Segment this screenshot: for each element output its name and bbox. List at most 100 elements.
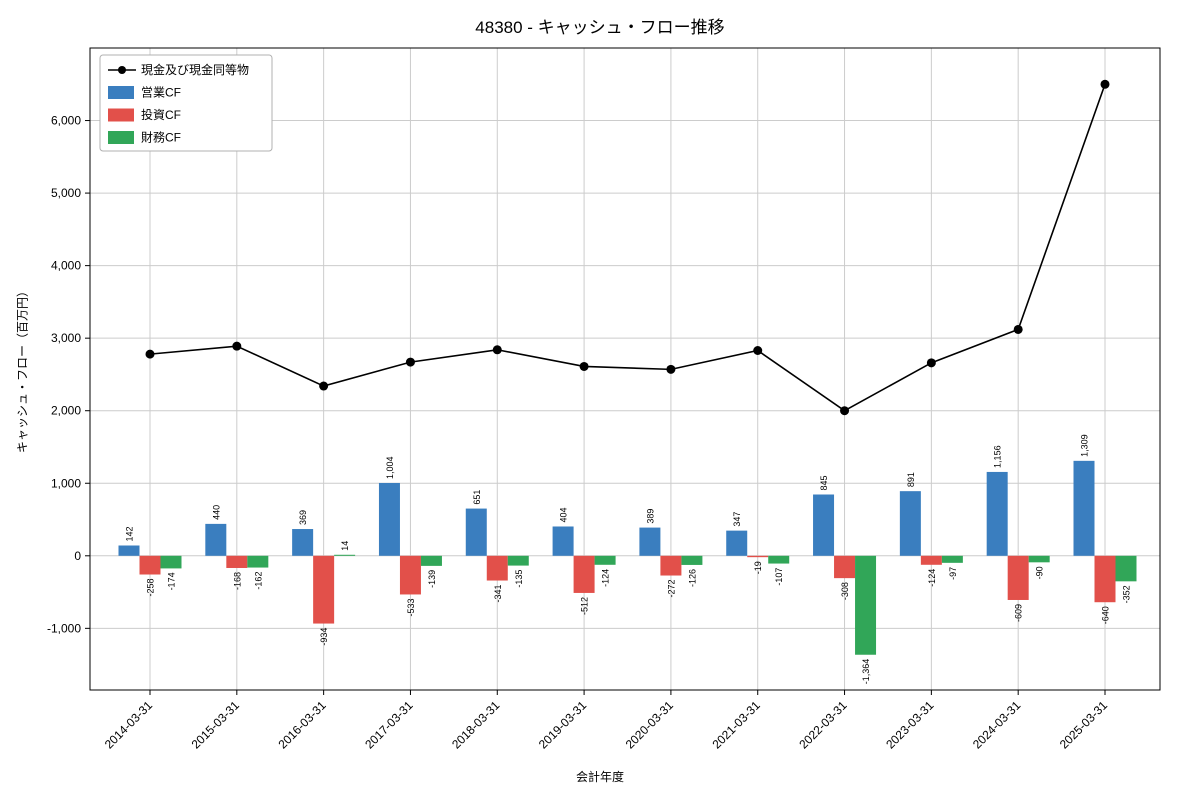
y-tick-label: 6,000 [51, 114, 81, 128]
x-tick-label: 2020-03-31 [623, 698, 677, 752]
bar [1094, 555, 1116, 603]
y-tick-label: 3,000 [51, 331, 81, 345]
legend-label: 営業CF [141, 86, 181, 100]
bar-value-label: 845 [819, 475, 829, 490]
line-marker [840, 406, 850, 416]
x-tick-label: 2015-03-31 [189, 698, 243, 752]
bar-value-label: -609 [1014, 604, 1024, 622]
bar-value-label: -135 [514, 570, 524, 588]
line-marker [319, 381, 329, 391]
bar-value-label: 440 [211, 505, 221, 520]
legend-swatch [108, 131, 134, 144]
x-tick-label: 2022-03-31 [796, 698, 850, 752]
bar-value-label: -162 [253, 572, 263, 590]
bar-value-label: -124 [601, 569, 611, 587]
x-tick-label: 2024-03-31 [970, 698, 1024, 752]
y-tick-label: 4,000 [51, 259, 81, 273]
bar [726, 530, 748, 556]
legend-item-0: 現金及び現金同等物 [108, 62, 249, 77]
line-marker [1100, 79, 1110, 89]
bar-value-label: -512 [580, 597, 590, 615]
line-marker [492, 345, 502, 355]
line-marker [579, 361, 589, 371]
y-tick-label: 1,000 [51, 476, 81, 490]
chart-title: 48380 - キャッシュ・フロー推移 [475, 18, 725, 37]
bar-value-label: -90 [1035, 566, 1045, 579]
x-axis-label: 会計年度 [575, 770, 624, 784]
bar [160, 555, 182, 569]
y-tick-label: 2,000 [51, 404, 81, 418]
legend-label: 現金及び現金同等物 [141, 62, 249, 77]
bar [507, 555, 529, 566]
bar-value-label: -352 [1122, 585, 1132, 603]
legend-label: 財務CF [141, 130, 181, 145]
bar-value-label: -533 [406, 598, 416, 616]
bar [486, 555, 508, 581]
bar-value-label: -341 [493, 585, 503, 603]
legend-item-3: 財務CF [108, 130, 181, 145]
bar-value-label: 369 [298, 510, 308, 525]
bar [941, 555, 963, 563]
legend-line-marker [118, 66, 126, 74]
bar-value-label: 142 [125, 526, 135, 541]
line-marker [926, 358, 936, 368]
bar-value-label: -124 [927, 569, 937, 587]
line-series-0 [145, 79, 1110, 416]
line-marker [753, 346, 763, 356]
bar-value-label: -272 [666, 580, 676, 598]
bar [681, 555, 703, 565]
bar [813, 494, 835, 556]
bar [768, 555, 790, 564]
legend-label: 投資CF [141, 107, 181, 122]
y-tick-labels: -1,000 0 1,000 2,000 3,000 4,000 5,000 6,000 [47, 114, 90, 635]
bar-value-label: 891 [906, 472, 916, 487]
bar-series-1: -258 -168 -934 -533 -341 -512 -272 -19 -308 -124 -… [139, 555, 1116, 646]
line-marker [405, 357, 415, 367]
bar-value-label: -168 [232, 572, 242, 590]
bar-value-label: 1,004 [385, 456, 395, 479]
bar-value-label: -126 [687, 569, 697, 587]
line-marker [666, 364, 676, 374]
bar [399, 555, 421, 595]
plot-border [89, 47, 1161, 691]
bar-value-label: -107 [774, 568, 784, 586]
y-tick-label: -1,000 [47, 621, 81, 635]
gridlines [90, 48, 1160, 690]
bar [118, 545, 140, 556]
bar [747, 555, 769, 558]
bar [573, 555, 595, 593]
legend-item-2: 投資CF [108, 107, 181, 122]
bar [899, 491, 921, 556]
bar-value-label: -934 [319, 628, 329, 646]
bar [247, 555, 269, 568]
bar-series-0: 142 440 369 1,004 651 404 389 347 845 891 1,156 1,3… [118, 434, 1095, 556]
bar [855, 555, 877, 655]
bar-value-label: -308 [840, 582, 850, 600]
bar-value-label: 347 [732, 512, 742, 527]
bar [420, 555, 442, 566]
bar [1073, 460, 1095, 556]
legend-item-1: 営業CF [108, 86, 181, 100]
bar-value-label: 404 [559, 507, 569, 522]
line-marker [232, 341, 242, 351]
x-tick-labels: 2014-03-31 2015-03-31 2016-03-31 2017-03-31… [102, 690, 1110, 752]
legend-swatch [108, 108, 134, 122]
bar [313, 555, 335, 624]
y-tick-label: 0 [74, 549, 81, 563]
legend-box [99, 54, 273, 152]
bar [986, 471, 1008, 556]
bar [639, 527, 661, 556]
bar-value-label: -258 [146, 579, 156, 597]
bar [594, 555, 616, 565]
bar-value-label: -174 [167, 572, 177, 590]
bar [205, 523, 227, 556]
legend-swatch [108, 86, 134, 99]
bar [920, 555, 942, 565]
bar [660, 555, 682, 576]
bar [1007, 555, 1029, 600]
bar [378, 482, 400, 556]
bar [226, 555, 248, 568]
bar [1028, 555, 1050, 563]
